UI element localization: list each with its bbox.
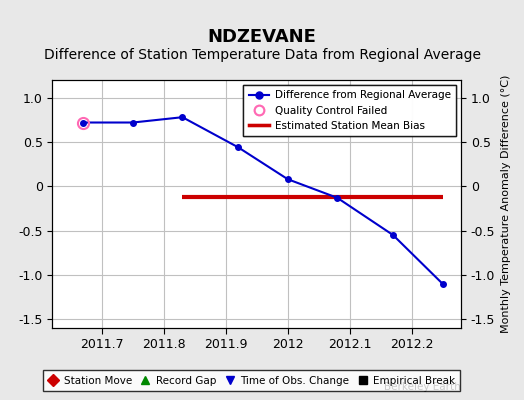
Text: Berkeley Earth: Berkeley Earth (385, 382, 461, 392)
Difference from Regional Average (80, 120, 86, 125)
Text: NDZEVANE: NDZEVANE (208, 28, 316, 46)
Line: Difference from Regional Average: Difference from Regional Average (81, 114, 445, 286)
Difference from Regional Average (285, 177, 291, 182)
Y-axis label: Monthly Temperature Anomaly Difference (°C): Monthly Temperature Anomaly Difference (… (501, 75, 511, 333)
Difference from Regional Average (334, 195, 341, 200)
Difference from Regional Average (130, 120, 136, 125)
Legend: Station Move, Record Gap, Time of Obs. Change, Empirical Break: Station Move, Record Gap, Time of Obs. C… (42, 370, 461, 391)
Difference from Regional Average (390, 232, 396, 237)
Text: Difference of Station Temperature Data from Regional Average: Difference of Station Temperature Data f… (43, 48, 481, 62)
Difference from Regional Average (440, 281, 446, 286)
Legend: Difference from Regional Average, Quality Control Failed, Estimated Station Mean: Difference from Regional Average, Qualit… (244, 85, 456, 136)
Difference from Regional Average (235, 145, 242, 150)
Difference from Regional Average (179, 115, 185, 120)
